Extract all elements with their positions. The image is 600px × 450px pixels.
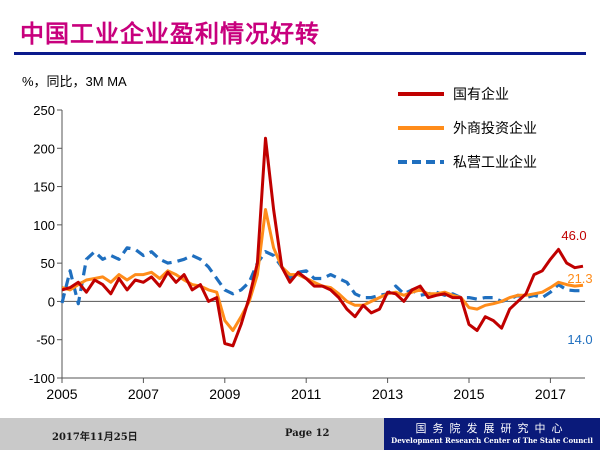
series-lines bbox=[60, 136, 584, 348]
title-underline bbox=[14, 52, 586, 55]
x-tick-label: 2013 bbox=[372, 386, 403, 402]
x-tick-label: 2017 bbox=[535, 386, 566, 402]
line-chart: %，同比，3M MA -100 -50 0 50 100 150 200 250 2005 200… bbox=[22, 74, 593, 402]
footer-page-number: Page 12 bbox=[285, 428, 330, 439]
x-tick-label: 2007 bbox=[128, 386, 159, 402]
y-tick-label: -100 bbox=[29, 371, 55, 386]
y-tick-label: 0 bbox=[48, 294, 55, 309]
legend-label: 国有企业 bbox=[453, 86, 509, 102]
x-tick-label: 2005 bbox=[46, 386, 77, 402]
end-value-label: 21.3 bbox=[567, 271, 592, 286]
y-tick-label: 250 bbox=[33, 103, 55, 118]
footer-date: 2017年11月25日 bbox=[52, 432, 138, 443]
series-line-2 bbox=[61, 208, 584, 332]
y-tick-label: 150 bbox=[33, 180, 55, 195]
legend-label: 外商投资企业 bbox=[453, 120, 537, 136]
x-tick-label: 2009 bbox=[209, 386, 240, 402]
end-value-label: 46.0 bbox=[561, 228, 586, 243]
axes: -100 -50 0 50 100 150 200 250 2005 2007 2009 2011 20… bbox=[29, 103, 585, 402]
y-tick-label: -50 bbox=[36, 333, 55, 348]
slide-title: 中国工业企业盈利情况好转 bbox=[20, 20, 320, 48]
end-value-label: 14.0 bbox=[567, 332, 592, 347]
legend-label: 私营工业企业 bbox=[453, 154, 537, 170]
footer-org-panel bbox=[384, 418, 600, 450]
end-labels: 46.0 21.3 14.0 bbox=[561, 228, 592, 347]
y-tick-label: 100 bbox=[33, 218, 55, 233]
footer-org-chinese: 国务院发展研究中心 bbox=[415, 422, 569, 435]
series-line-1 bbox=[61, 136, 584, 348]
x-tick-label: 2015 bbox=[453, 386, 484, 402]
footer-org-english: Development Research Center of The State… bbox=[391, 436, 593, 445]
x-tick-label: 2011 bbox=[291, 386, 321, 402]
y-tick-label: 50 bbox=[41, 256, 55, 271]
y-tick-label: 200 bbox=[33, 141, 55, 156]
y-axis-label: %，同比，3M MA bbox=[22, 74, 127, 89]
